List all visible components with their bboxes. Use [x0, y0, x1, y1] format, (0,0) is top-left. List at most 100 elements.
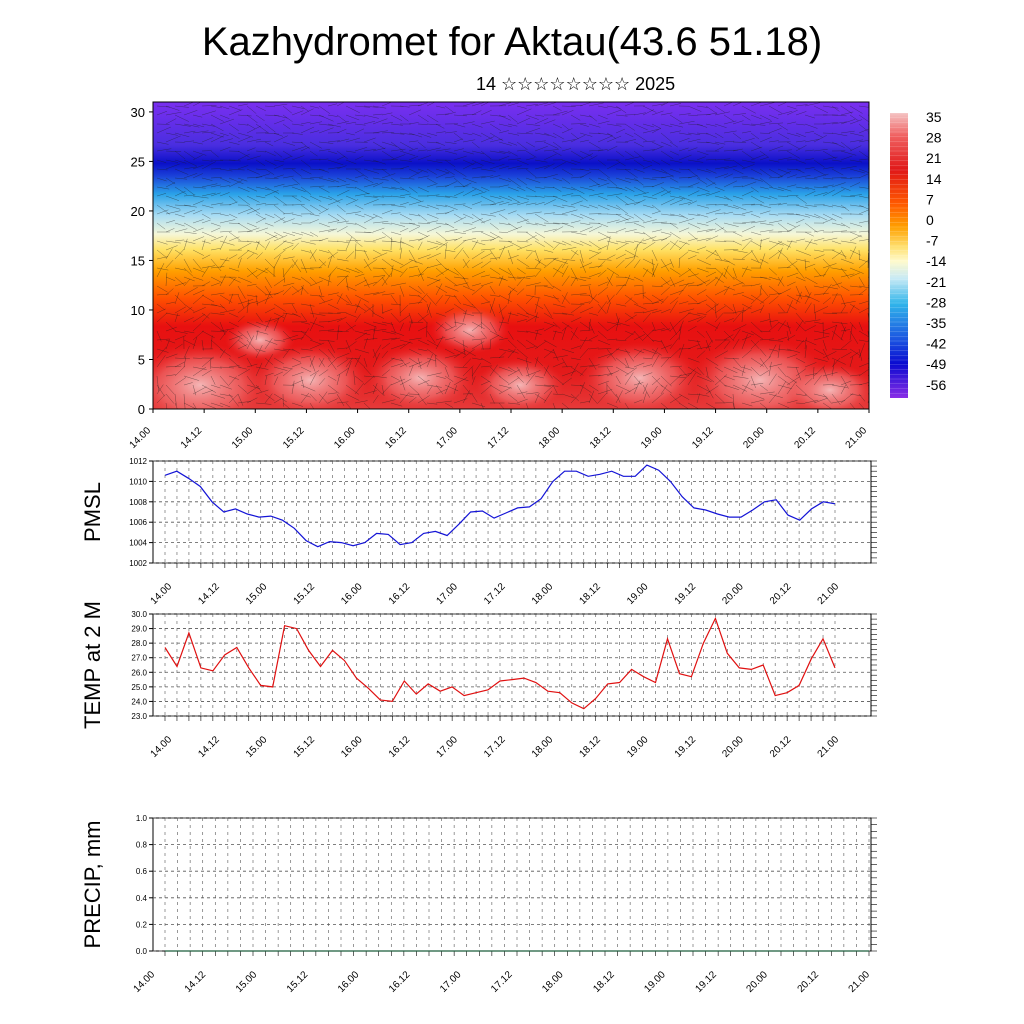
temp-x-tick-label: 20.12: [768, 734, 794, 760]
pmsl-x-tick-label: 18.00: [530, 581, 556, 607]
precip-y-tick-label: 0.8: [136, 841, 148, 850]
pmsl-x-tick-label: 21.00: [816, 581, 842, 607]
temp-y-tick-label: 24.0: [131, 697, 147, 706]
temp-x-tick-label: 18.00: [530, 734, 556, 760]
heatmap-warm-cell: [475, 358, 565, 409]
heatmap-warm-cell: [225, 319, 295, 361]
temp-y-tick-label: 27.0: [131, 654, 147, 663]
pmsl-x-tick-label: 15.12: [292, 581, 318, 607]
precip-x-tick-label: 20.00: [745, 969, 771, 995]
pmsl-x-tick-label: 19.12: [673, 581, 699, 607]
colorbar-label: 28: [926, 130, 942, 146]
colorbar-label: -49: [926, 356, 946, 372]
heatmap-y-tick-label: 10: [131, 303, 145, 318]
precip-y-tick-label: 0.4: [136, 894, 148, 903]
heatmap-x-tick-label: 15.00: [230, 425, 256, 451]
temp-y-tick-label: 25.0: [131, 683, 147, 692]
heatmap-warm-cell: [153, 343, 270, 409]
heatmap-y-tick-label: 5: [138, 352, 145, 367]
precip-y-tick-label: 0.0: [136, 947, 148, 956]
pmsl-y-tick-label: 1006: [129, 518, 147, 527]
wind-barbs: [156, 102, 869, 409]
temp-x-tick-label: 20.00: [720, 734, 746, 760]
heatmap-x-tick-label: 14.12: [179, 425, 205, 451]
pmsl-x-tick-label: 14.00: [149, 581, 175, 607]
temp-series-line: [164, 616, 836, 710]
heatmap-x-tick-label: 19.12: [690, 425, 716, 451]
pmsl-x-tick-label: 16.12: [387, 581, 413, 607]
precip-y-tick-label: 1.0: [136, 814, 148, 823]
temp-y-tick-label: 28.0: [131, 639, 147, 648]
heatmap-y-tick-label: 30: [131, 105, 145, 120]
page-subtitle: 14 ☆☆☆☆☆☆☆☆ 2025: [476, 74, 676, 94]
heatmap-x-tick-label: 17.00: [435, 425, 461, 451]
pmsl-x-tick-label: 19.00: [625, 581, 651, 607]
colorbar-label: -56: [926, 377, 946, 393]
heatmap-x-tick-label: 21.00: [844, 425, 870, 451]
heatmap-y-tick-label: 15: [131, 253, 145, 268]
wind-barb-lines: [156, 102, 869, 409]
precip-y-tick-label: 0.2: [136, 920, 148, 929]
pmsl-x-tick-label: 20.00: [720, 581, 746, 607]
temp-x-tick-label: 15.12: [292, 734, 318, 760]
pmsl-y-tick-label: 1008: [129, 498, 147, 507]
heatmap-x-tick-label: 20.12: [793, 425, 819, 451]
precip-x-tick-label: 21.00: [847, 969, 873, 995]
temp-x-tick-label: 18.12: [577, 734, 603, 760]
heatmap-x-tick-label: 15.12: [281, 425, 307, 451]
precip-x-tick-label: 17.12: [489, 969, 515, 995]
colorbar-label: 21: [926, 150, 942, 166]
precip-x-tick-label: 16.00: [336, 969, 362, 995]
precip-frame: [152, 817, 872, 952]
pmsl-y-tick-label: 1002: [129, 559, 147, 568]
precip-x-tick-label: 18.00: [540, 969, 566, 995]
precip-x-tick-label: 19.12: [693, 969, 719, 995]
pmsl-x-tick-label: 17.12: [482, 581, 508, 607]
pmsl-x-tick-label: 18.12: [577, 581, 603, 607]
temp-x-tick-label: 21.00: [816, 734, 842, 760]
precip-y-tick-label: 0.6: [136, 867, 148, 876]
heatmap-y-tick-label: 0: [138, 402, 145, 417]
colorbar-label: 35: [926, 109, 942, 125]
colorbar-label: -14: [926, 253, 946, 269]
pmsl-y-tick-label: 1004: [129, 539, 147, 548]
heatmap-x-tick-label: 19.00: [639, 425, 665, 451]
heatmap-warm-cell: [430, 306, 510, 354]
colorbar-label: 0: [926, 212, 934, 228]
colorbar-label: 7: [926, 191, 934, 207]
pmsl-series-line: [164, 464, 836, 548]
temp-y-tick-label: 29.0: [131, 625, 147, 634]
precip-y-axis-label: PRECIP, mm: [80, 821, 105, 949]
pmsl-x-tick-label: 15.00: [244, 581, 270, 607]
precip-x-tick-label: 17.00: [438, 969, 464, 995]
heatmap-y-tick-label: 20: [131, 204, 145, 219]
heatmap-warm-cell: [365, 345, 475, 409]
heatmap-x-tick-label: 16.12: [383, 425, 409, 451]
heatmap-y-tick-label: 25: [131, 154, 145, 169]
colorbar-label: 14: [926, 171, 942, 187]
temp-y-axis-label: TEMP at 2 M: [80, 601, 105, 729]
temp-y-tick-label: 30.0: [131, 610, 147, 619]
precip-x-tick-label: 14.12: [183, 969, 209, 995]
heatmap-x-tick-label: 18.12: [588, 425, 614, 451]
heatmap-x-tick-label: 18.00: [537, 425, 563, 451]
precip-x-tick-label: 20.12: [796, 969, 822, 995]
temp-x-tick-label: 14.00: [149, 734, 175, 760]
temp-x-tick-label: 19.12: [673, 734, 699, 760]
heatmap-x-tick-label: 20.00: [741, 425, 767, 451]
precip-x-tick-label: 18.12: [591, 969, 617, 995]
colorbar-label: -21: [926, 274, 946, 290]
heatmap-x-tick-label: 17.12: [486, 425, 512, 451]
pmsl-x-tick-label: 16.00: [339, 581, 365, 607]
precip-x-tick-label: 15.00: [234, 969, 260, 995]
precip-x-tick-label: 16.12: [387, 969, 413, 995]
pmsl-x-tick-label: 20.12: [768, 581, 794, 607]
precip-x-tick-label: 19.00: [642, 969, 668, 995]
temp-x-tick-label: 17.12: [482, 734, 508, 760]
heatmap-field: [153, 102, 869, 409]
precip-x-tick-label: 14.00: [132, 969, 158, 995]
page-title: Kazhydromet for Aktau(43.6 51.18): [201, 20, 823, 64]
colorbar-label: -42: [926, 336, 946, 352]
temp-x-tick-label: 15.00: [244, 734, 270, 760]
heatmap-x-tick-label: 14.00: [128, 425, 154, 451]
